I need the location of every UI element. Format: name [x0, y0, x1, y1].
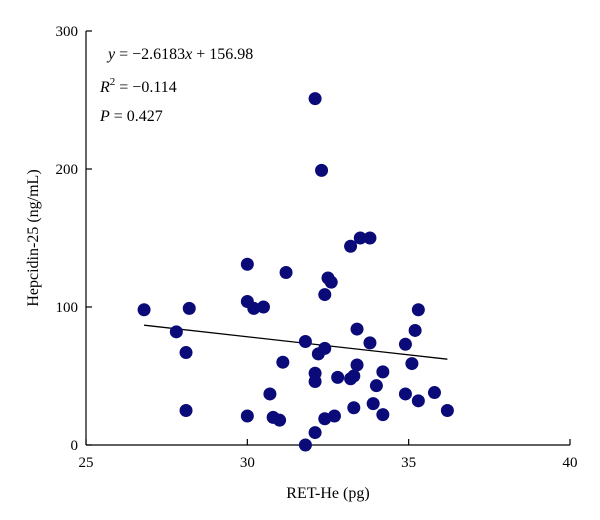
data-point	[411, 394, 425, 408]
trendline-group	[144, 324, 448, 360]
p-value-var: P	[99, 108, 110, 125]
data-point	[363, 231, 377, 245]
data-point	[298, 335, 312, 348]
r-squared-value: = −0.114	[115, 79, 176, 96]
data-point	[263, 387, 277, 401]
equation-slope: = −2.6183	[115, 46, 185, 63]
data-point	[398, 387, 412, 401]
equation-x-var: x	[184, 46, 192, 63]
data-point	[331, 370, 345, 384]
data-point	[273, 413, 287, 427]
data-point	[376, 408, 390, 422]
data-point	[279, 266, 293, 279]
x-tick-label: 35	[401, 455, 416, 471]
data-point	[353, 231, 367, 245]
data-point	[308, 375, 322, 389]
equation-y-var: y	[106, 46, 116, 63]
data-point	[327, 409, 341, 423]
r-squared-sup: 2	[110, 76, 116, 88]
data-point	[350, 322, 364, 336]
y-tick-label: 0	[71, 438, 79, 454]
data-point	[408, 323, 422, 337]
data-point	[298, 438, 312, 452]
data-point	[318, 288, 332, 302]
x-tick-label: 40	[563, 455, 578, 471]
regression-equation: y = −2.6183x + 156.98	[106, 46, 253, 63]
y-tick-label: 300	[56, 24, 79, 40]
data-point	[363, 336, 377, 350]
data-point	[344, 239, 358, 253]
data-point	[247, 301, 261, 315]
data-point	[347, 401, 361, 415]
x-axis-title: RET-He (pg)	[286, 485, 369, 502]
y-axis-title: Hepcidin-25 (ng/mL)	[25, 169, 42, 306]
data-point	[256, 300, 270, 314]
data-point	[308, 426, 322, 440]
data-point	[369, 379, 383, 393]
data-point	[427, 386, 441, 400]
data-point	[366, 397, 380, 411]
data-points	[137, 92, 454, 452]
x-tick-label: 25	[79, 455, 94, 471]
data-point	[324, 275, 338, 289]
data-point	[315, 163, 329, 177]
data-point	[276, 355, 290, 369]
data-point	[350, 358, 364, 372]
data-point	[398, 337, 412, 351]
p-value-value: = 0.427	[110, 108, 163, 125]
data-point	[137, 303, 151, 317]
data-point	[179, 404, 193, 417]
equation-intercept: + 156.98	[192, 46, 253, 63]
data-point	[308, 92, 322, 106]
data-point	[440, 404, 454, 417]
data-point	[411, 303, 425, 317]
data-point	[405, 357, 419, 371]
trendline	[144, 324, 448, 360]
data-point	[169, 325, 183, 339]
x-tick-label: 30	[240, 455, 255, 471]
y-tick-label: 200	[56, 162, 79, 178]
data-point	[240, 257, 254, 271]
data-point	[318, 341, 332, 355]
r-squared: R2 = −0.114	[99, 76, 177, 96]
data-point	[240, 409, 254, 423]
data-point	[347, 369, 361, 383]
data-point	[376, 365, 390, 379]
y-tick-label: 100	[56, 300, 79, 316]
r-squared-var: R	[99, 79, 110, 96]
axes: 0 100 200 300 25 30 35 40	[56, 24, 578, 471]
data-point	[179, 346, 193, 360]
data-point	[182, 301, 196, 315]
p-value: P = 0.427	[99, 108, 163, 125]
